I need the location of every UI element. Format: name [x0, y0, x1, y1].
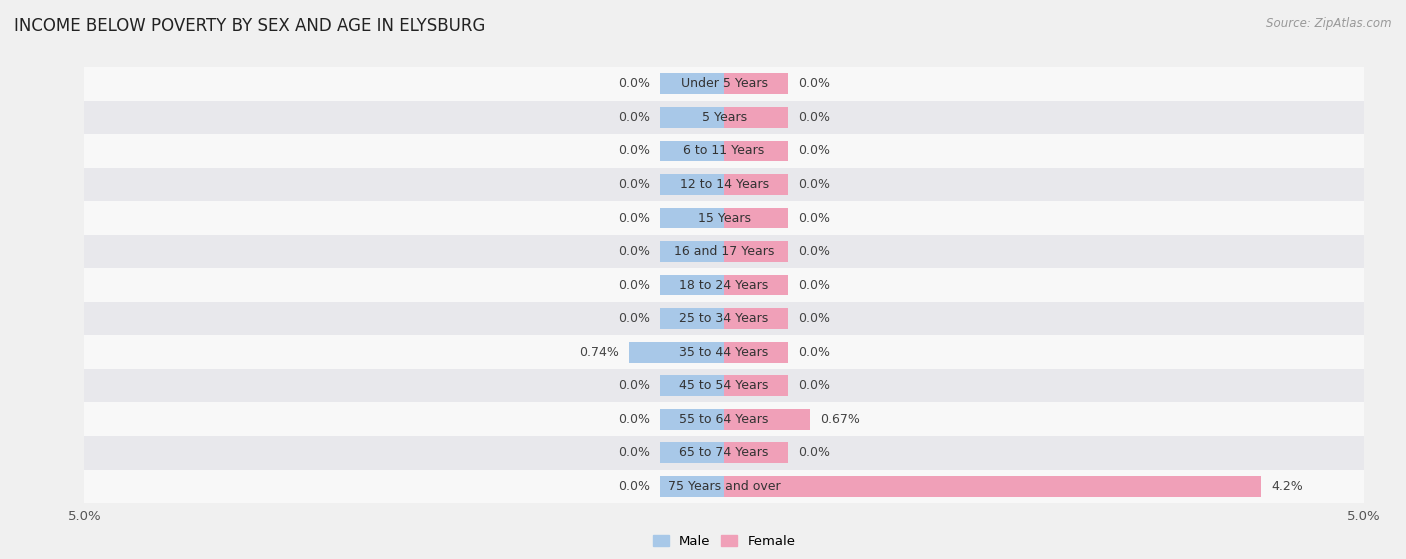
Text: 0.0%: 0.0%	[617, 211, 650, 225]
Bar	[661, 73, 724, 94]
Text: INCOME BELOW POVERTY BY SEX AND AGE IN ELYSBURG: INCOME BELOW POVERTY BY SEX AND AGE IN E…	[14, 17, 485, 35]
Text: 45 to 54 Years: 45 to 54 Years	[679, 379, 769, 392]
Bar	[724, 476, 1261, 497]
Bar	[661, 308, 724, 329]
Text: 0.0%: 0.0%	[799, 211, 831, 225]
Text: 0.0%: 0.0%	[617, 446, 650, 459]
Text: 0.0%: 0.0%	[799, 345, 831, 359]
Text: 18 to 24 Years: 18 to 24 Years	[679, 278, 769, 292]
Text: 0.0%: 0.0%	[617, 144, 650, 158]
Text: 0.0%: 0.0%	[617, 413, 650, 426]
Bar	[724, 107, 787, 128]
Bar	[724, 140, 787, 162]
Text: 0.0%: 0.0%	[799, 77, 831, 91]
Bar	[630, 342, 724, 363]
Text: 0.0%: 0.0%	[799, 278, 831, 292]
Bar	[84, 235, 1364, 268]
Text: 0.0%: 0.0%	[799, 379, 831, 392]
Bar	[724, 442, 787, 463]
Bar	[661, 174, 724, 195]
Bar	[84, 168, 1364, 201]
Text: 0.0%: 0.0%	[799, 245, 831, 258]
Text: 55 to 64 Years: 55 to 64 Years	[679, 413, 769, 426]
Bar	[724, 174, 787, 195]
Text: 0.0%: 0.0%	[799, 312, 831, 325]
Text: 65 to 74 Years: 65 to 74 Years	[679, 446, 769, 459]
Bar	[724, 409, 810, 430]
Bar	[661, 409, 724, 430]
Bar	[661, 207, 724, 229]
Text: 75 Years and over: 75 Years and over	[668, 480, 780, 493]
Legend: Male, Female: Male, Female	[647, 529, 801, 553]
Text: 0.0%: 0.0%	[617, 77, 650, 91]
Text: 5 Years: 5 Years	[702, 111, 747, 124]
Text: 15 Years: 15 Years	[697, 211, 751, 225]
Bar	[661, 442, 724, 463]
Bar	[724, 274, 787, 296]
Bar	[724, 342, 787, 363]
Bar	[724, 308, 787, 329]
Text: 0.74%: 0.74%	[579, 345, 619, 359]
Text: 0.0%: 0.0%	[799, 178, 831, 191]
Text: 0.67%: 0.67%	[820, 413, 860, 426]
Text: 16 and 17 Years: 16 and 17 Years	[673, 245, 775, 258]
Bar	[724, 375, 787, 396]
Text: Under 5 Years: Under 5 Years	[681, 77, 768, 91]
Text: 0.0%: 0.0%	[617, 178, 650, 191]
Bar	[84, 470, 1364, 503]
Text: 0.0%: 0.0%	[617, 111, 650, 124]
Bar	[661, 274, 724, 296]
Text: 0.0%: 0.0%	[617, 480, 650, 493]
Bar	[84, 268, 1364, 302]
Bar	[724, 241, 787, 262]
Text: 35 to 44 Years: 35 to 44 Years	[679, 345, 769, 359]
Text: 0.0%: 0.0%	[799, 111, 831, 124]
Bar	[724, 207, 787, 229]
Bar	[84, 335, 1364, 369]
Bar	[661, 107, 724, 128]
Text: 25 to 34 Years: 25 to 34 Years	[679, 312, 769, 325]
Bar	[661, 140, 724, 162]
Bar	[661, 476, 724, 497]
Text: Source: ZipAtlas.com: Source: ZipAtlas.com	[1267, 17, 1392, 30]
Text: 0.0%: 0.0%	[617, 278, 650, 292]
Bar	[84, 302, 1364, 335]
Bar	[84, 101, 1364, 134]
Text: 12 to 14 Years: 12 to 14 Years	[679, 178, 769, 191]
Text: 0.0%: 0.0%	[799, 446, 831, 459]
Bar	[661, 375, 724, 396]
Text: 0.0%: 0.0%	[617, 379, 650, 392]
Bar	[84, 67, 1364, 101]
Bar	[84, 369, 1364, 402]
Text: 4.2%: 4.2%	[1271, 480, 1303, 493]
Bar	[84, 201, 1364, 235]
Text: 6 to 11 Years: 6 to 11 Years	[683, 144, 765, 158]
Bar	[84, 134, 1364, 168]
Text: 0.0%: 0.0%	[617, 312, 650, 325]
Bar	[661, 241, 724, 262]
Bar	[84, 402, 1364, 436]
Bar	[84, 436, 1364, 470]
Text: 0.0%: 0.0%	[617, 245, 650, 258]
Text: 0.0%: 0.0%	[799, 144, 831, 158]
Bar	[724, 73, 787, 94]
